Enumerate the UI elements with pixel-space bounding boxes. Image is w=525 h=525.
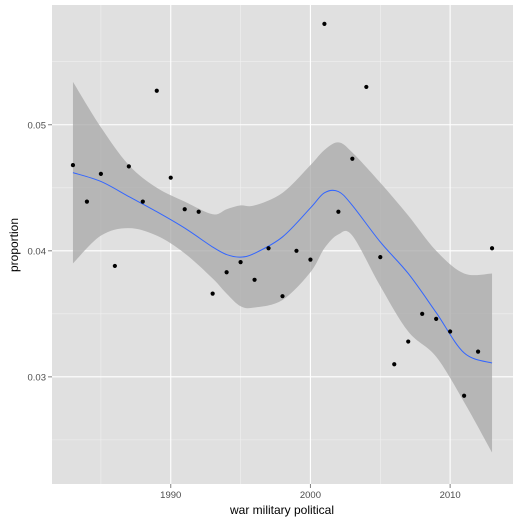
x-tick-label: 2000 <box>300 490 321 501</box>
data-point <box>420 311 425 316</box>
y-tick-label: 0.03 <box>28 372 47 383</box>
data-point <box>336 209 341 214</box>
data-point <box>364 84 369 90</box>
data-point <box>252 277 257 282</box>
y-axis-title: proportion <box>7 218 21 272</box>
x-tick-label: 1990 <box>160 490 181 501</box>
data-point <box>266 246 271 251</box>
data-point <box>392 362 397 367</box>
data-point <box>238 260 243 265</box>
x-tick-label: 2010 <box>440 490 461 501</box>
y-tick-label: 0.05 <box>28 120 47 131</box>
data-point <box>140 199 145 204</box>
x-axis-ticks: 1990 2000 2010 <box>160 484 461 501</box>
data-point <box>489 246 495 251</box>
data-point <box>112 263 117 269</box>
data-point <box>182 207 187 212</box>
data-point <box>378 255 383 260</box>
data-point <box>406 339 411 344</box>
data-point <box>224 270 229 275</box>
data-point <box>98 171 103 177</box>
data-point <box>210 291 215 296</box>
y-axis-ticks: 0.03 0.04 0.05 <box>28 120 52 383</box>
data-point <box>168 175 173 180</box>
data-points <box>70 21 495 398</box>
data-point <box>126 164 131 169</box>
data-point <box>70 162 76 168</box>
data-point <box>448 329 453 334</box>
data-point <box>154 88 159 93</box>
data-point <box>322 21 327 27</box>
data-point <box>462 393 467 398</box>
x-axis-title: war military political <box>229 503 334 517</box>
y-tick-label: 0.04 <box>28 246 47 257</box>
data-point <box>294 248 299 253</box>
data-point <box>84 199 90 204</box>
confidence-ribbon <box>72 81 493 453</box>
data-point <box>350 156 355 161</box>
smooth-trend-line <box>72 172 493 364</box>
data-point <box>280 294 285 299</box>
data-point <box>475 349 481 354</box>
data-point <box>196 209 201 214</box>
data-point <box>308 257 313 262</box>
data-point <box>434 316 439 321</box>
